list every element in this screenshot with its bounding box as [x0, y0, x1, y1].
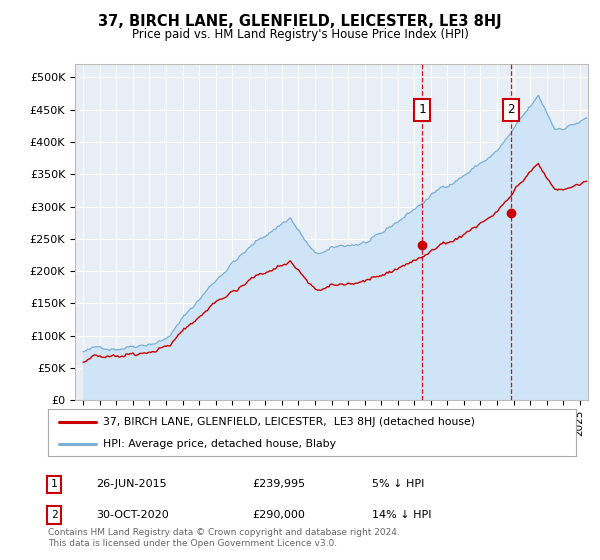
Text: 26-JUN-2015: 26-JUN-2015	[96, 479, 167, 489]
Text: £239,995: £239,995	[252, 479, 305, 489]
Text: 5% ↓ HPI: 5% ↓ HPI	[372, 479, 424, 489]
Text: 14% ↓ HPI: 14% ↓ HPI	[372, 510, 431, 520]
Text: 2: 2	[50, 510, 58, 520]
Text: £290,000: £290,000	[252, 510, 305, 520]
Text: HPI: Average price, detached house, Blaby: HPI: Average price, detached house, Blab…	[103, 438, 337, 449]
Text: 1: 1	[50, 479, 58, 489]
Text: 1: 1	[419, 103, 426, 116]
Text: 37, BIRCH LANE, GLENFIELD, LEICESTER,  LE3 8HJ (detached house): 37, BIRCH LANE, GLENFIELD, LEICESTER, LE…	[103, 417, 475, 427]
Text: Price paid vs. HM Land Registry's House Price Index (HPI): Price paid vs. HM Land Registry's House …	[131, 28, 469, 41]
Text: 2: 2	[507, 103, 514, 116]
Text: 37, BIRCH LANE, GLENFIELD, LEICESTER, LE3 8HJ: 37, BIRCH LANE, GLENFIELD, LEICESTER, LE…	[98, 14, 502, 29]
Text: Contains HM Land Registry data © Crown copyright and database right 2024.
This d: Contains HM Land Registry data © Crown c…	[48, 528, 400, 548]
Text: 30-OCT-2020: 30-OCT-2020	[96, 510, 169, 520]
